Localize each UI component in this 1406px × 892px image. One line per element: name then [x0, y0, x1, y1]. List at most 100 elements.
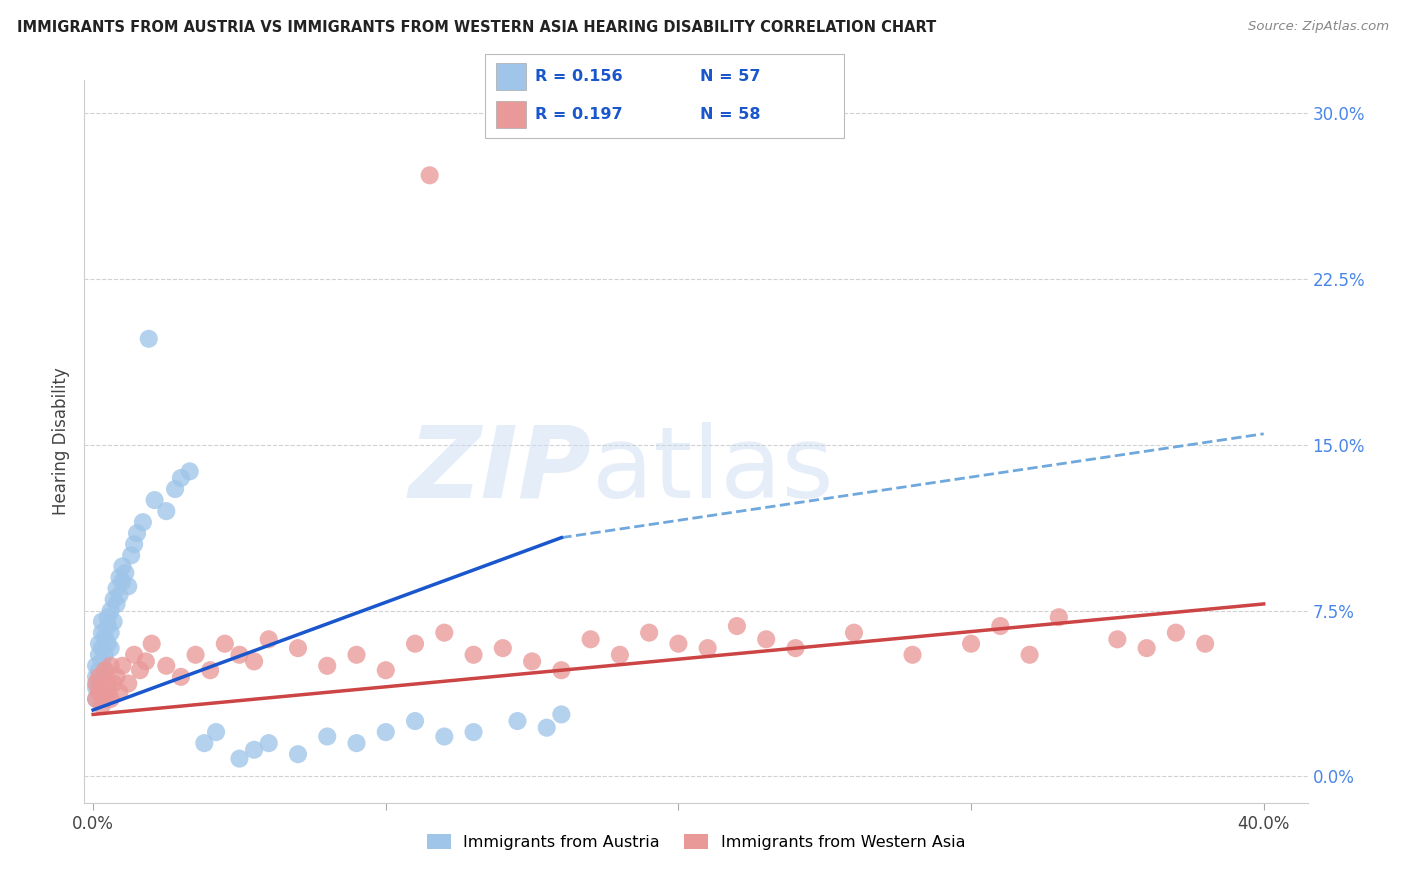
Point	[696, 641, 718, 656]
Point	[257, 736, 280, 750]
Point	[120, 549, 142, 563]
Point	[228, 648, 250, 662]
Point	[433, 730, 456, 744]
Point	[184, 648, 207, 662]
Point	[111, 559, 134, 574]
Point	[122, 648, 145, 662]
Text: N = 57: N = 57	[700, 69, 761, 84]
Point	[97, 685, 120, 699]
Point	[111, 574, 134, 589]
Y-axis label: Hearing Disability: Hearing Disability	[52, 368, 70, 516]
Point	[842, 625, 865, 640]
Point	[316, 658, 339, 673]
Point	[105, 670, 128, 684]
Point	[1107, 632, 1129, 647]
FancyBboxPatch shape	[485, 54, 844, 138]
Point	[506, 714, 529, 728]
Point	[108, 685, 131, 699]
Point	[243, 743, 266, 757]
Point	[103, 592, 125, 607]
Point	[111, 658, 134, 673]
Point	[785, 641, 807, 656]
Point	[84, 692, 107, 706]
Point	[193, 736, 215, 750]
Point	[755, 632, 778, 647]
Point	[179, 464, 201, 478]
Point	[90, 654, 112, 668]
Point	[100, 692, 122, 706]
Text: R = 0.197: R = 0.197	[536, 107, 623, 122]
Point	[228, 751, 250, 765]
Point	[90, 625, 112, 640]
Point	[214, 637, 236, 651]
Point	[141, 637, 163, 651]
Point	[138, 332, 160, 346]
Point	[84, 676, 107, 690]
Point	[550, 707, 572, 722]
Text: Source: ZipAtlas.com: Source: ZipAtlas.com	[1249, 20, 1389, 33]
Point	[94, 663, 117, 677]
Point	[316, 730, 339, 744]
Point	[84, 692, 107, 706]
Point	[960, 637, 983, 651]
Point	[97, 619, 120, 633]
Point	[84, 658, 107, 673]
Point	[463, 725, 485, 739]
Point	[90, 681, 112, 695]
Point	[100, 658, 122, 673]
Point	[287, 641, 309, 656]
Point	[94, 663, 117, 677]
Point	[103, 615, 125, 629]
Point	[579, 632, 602, 647]
Point	[374, 663, 396, 677]
Text: N = 58: N = 58	[700, 107, 761, 122]
Point	[198, 663, 221, 677]
Point	[287, 747, 309, 762]
Point	[374, 725, 396, 739]
Point	[536, 721, 558, 735]
Point	[117, 579, 139, 593]
Point	[609, 648, 631, 662]
Point	[87, 676, 110, 690]
Point	[165, 482, 187, 496]
Point	[122, 537, 145, 551]
Point	[205, 725, 228, 739]
Point	[243, 654, 266, 668]
Point	[725, 619, 748, 633]
Point	[433, 625, 456, 640]
Point	[125, 526, 148, 541]
Point	[492, 641, 515, 656]
Point	[155, 504, 177, 518]
Point	[84, 681, 107, 695]
Point	[638, 625, 661, 640]
Point	[988, 619, 1011, 633]
Point	[90, 698, 112, 713]
FancyBboxPatch shape	[496, 62, 526, 90]
Point	[97, 637, 120, 651]
Point	[1164, 625, 1187, 640]
Point	[129, 663, 152, 677]
Point	[87, 663, 110, 677]
Point	[108, 588, 131, 602]
Point	[105, 582, 128, 596]
Point	[84, 670, 107, 684]
Text: IMMIGRANTS FROM AUSTRIA VS IMMIGRANTS FROM WESTERN ASIA HEARING DISABILITY CORRE: IMMIGRANTS FROM AUSTRIA VS IMMIGRANTS FR…	[17, 20, 936, 35]
Point	[100, 603, 122, 617]
Point	[419, 169, 441, 183]
FancyBboxPatch shape	[496, 101, 526, 128]
Point	[105, 597, 128, 611]
Point	[346, 648, 368, 662]
Point	[257, 632, 280, 647]
Point	[87, 685, 110, 699]
Point	[668, 637, 690, 651]
Point	[1136, 641, 1159, 656]
Point	[170, 471, 193, 485]
Point	[94, 630, 117, 644]
Point	[97, 610, 120, 624]
Point	[100, 625, 122, 640]
Point	[1194, 637, 1216, 651]
Point	[463, 648, 485, 662]
Point	[117, 676, 139, 690]
Point	[1047, 610, 1070, 624]
Point	[114, 566, 136, 580]
